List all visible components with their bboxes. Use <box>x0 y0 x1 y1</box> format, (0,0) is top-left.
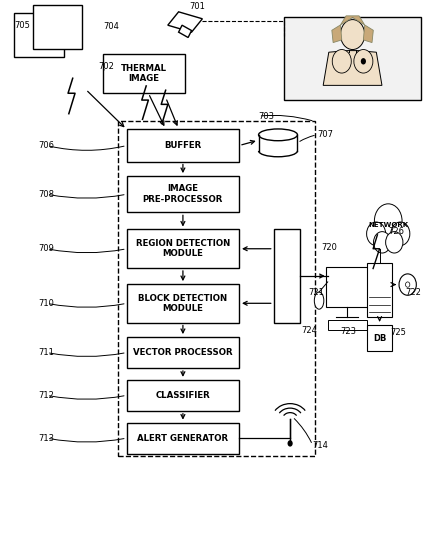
Text: 713: 713 <box>38 434 54 443</box>
FancyBboxPatch shape <box>284 17 420 100</box>
Text: 704: 704 <box>103 22 118 31</box>
Circle shape <box>360 58 365 64</box>
Text: CLASSIFIER: CLASSIFIER <box>155 391 210 400</box>
Circle shape <box>390 222 409 246</box>
Text: 712: 712 <box>38 391 54 400</box>
Text: ALERT GENERATOR: ALERT GENERATOR <box>137 434 228 443</box>
Text: 707: 707 <box>316 130 332 139</box>
FancyBboxPatch shape <box>14 14 64 57</box>
Text: NETWORK: NETWORK <box>367 222 408 228</box>
Text: 702: 702 <box>99 63 114 71</box>
Circle shape <box>353 50 372 73</box>
Text: 725: 725 <box>389 328 405 337</box>
FancyBboxPatch shape <box>103 54 184 92</box>
Circle shape <box>287 440 292 447</box>
FancyBboxPatch shape <box>327 320 366 330</box>
FancyBboxPatch shape <box>126 423 239 454</box>
Text: 711: 711 <box>38 348 54 357</box>
Polygon shape <box>178 25 191 37</box>
Circle shape <box>385 232 402 253</box>
Text: 705: 705 <box>14 21 30 30</box>
Circle shape <box>404 282 409 287</box>
Text: 723: 723 <box>340 327 356 335</box>
Polygon shape <box>331 25 341 43</box>
Circle shape <box>332 50 351 73</box>
FancyBboxPatch shape <box>118 122 314 456</box>
Circle shape <box>340 19 364 50</box>
Text: 722: 722 <box>404 288 421 297</box>
Circle shape <box>373 232 390 253</box>
FancyBboxPatch shape <box>126 284 239 322</box>
Text: 721: 721 <box>308 288 323 297</box>
Polygon shape <box>168 12 202 32</box>
Circle shape <box>366 222 385 246</box>
Ellipse shape <box>314 292 323 309</box>
Text: 706: 706 <box>38 141 54 150</box>
Text: 714: 714 <box>312 441 328 449</box>
FancyBboxPatch shape <box>126 176 239 212</box>
Text: BUFFER: BUFFER <box>164 141 201 150</box>
Text: REGION DETECTION
MODULE: REGION DETECTION MODULE <box>135 239 230 259</box>
Circle shape <box>374 204 401 238</box>
Text: 708: 708 <box>38 190 54 199</box>
FancyBboxPatch shape <box>126 230 239 268</box>
Ellipse shape <box>258 129 297 141</box>
Text: 710: 710 <box>38 299 54 308</box>
FancyBboxPatch shape <box>33 5 82 49</box>
FancyBboxPatch shape <box>367 325 391 352</box>
Text: 726: 726 <box>387 227 403 235</box>
Text: DB: DB <box>372 334 385 342</box>
Text: IMAGE
PRE-PROCESSOR: IMAGE PRE-PROCESSOR <box>142 185 223 204</box>
FancyBboxPatch shape <box>273 230 299 322</box>
Polygon shape <box>340 16 364 25</box>
Polygon shape <box>322 51 381 85</box>
FancyBboxPatch shape <box>126 130 239 161</box>
Text: BLOCK DETECTION
MODULE: BLOCK DETECTION MODULE <box>138 294 227 313</box>
FancyBboxPatch shape <box>325 267 368 307</box>
Text: 709: 709 <box>38 244 54 253</box>
Text: VECTOR PROCESSOR: VECTOR PROCESSOR <box>133 348 232 357</box>
Text: 703: 703 <box>258 112 274 120</box>
FancyBboxPatch shape <box>367 263 391 316</box>
Text: THERMAL
IMAGE: THERMAL IMAGE <box>121 64 167 83</box>
Circle shape <box>398 274 415 295</box>
Text: 720: 720 <box>320 242 336 252</box>
FancyBboxPatch shape <box>126 380 239 411</box>
Text: 701: 701 <box>189 2 205 11</box>
Polygon shape <box>362 25 372 43</box>
FancyBboxPatch shape <box>126 337 239 368</box>
Text: 724: 724 <box>301 326 317 335</box>
